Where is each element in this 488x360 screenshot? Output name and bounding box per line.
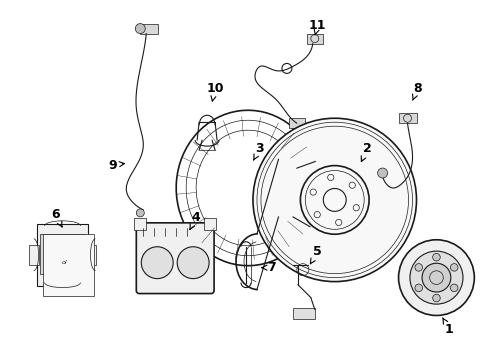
- Circle shape: [177, 247, 209, 279]
- Bar: [292, 307, 314, 319]
- Text: 6: 6: [51, 208, 62, 227]
- Circle shape: [421, 263, 450, 292]
- Text: 11: 11: [308, 19, 326, 35]
- Bar: [40, 234, 85, 274]
- Text: 7: 7: [261, 261, 276, 274]
- Bar: [42, 234, 94, 296]
- Circle shape: [449, 264, 457, 271]
- Bar: [140, 24, 158, 33]
- Circle shape: [409, 251, 462, 304]
- Bar: [134, 218, 146, 230]
- Bar: [203, 218, 216, 230]
- Text: 5: 5: [310, 245, 322, 264]
- Circle shape: [135, 24, 145, 33]
- Text: 9: 9: [108, 158, 124, 172]
- Circle shape: [377, 168, 387, 178]
- Circle shape: [252, 118, 416, 282]
- FancyBboxPatch shape: [136, 223, 214, 293]
- Text: 10: 10: [206, 82, 224, 101]
- Text: ol: ol: [61, 260, 67, 265]
- Circle shape: [141, 247, 173, 279]
- Circle shape: [414, 284, 422, 292]
- Circle shape: [432, 253, 439, 261]
- Bar: [306, 33, 322, 44]
- Circle shape: [432, 294, 439, 302]
- Circle shape: [136, 209, 144, 217]
- Bar: [29, 245, 39, 265]
- Text: 1: 1: [442, 318, 453, 336]
- Text: 2: 2: [361, 141, 371, 161]
- Bar: [398, 113, 416, 123]
- Circle shape: [449, 284, 457, 292]
- Text: 4: 4: [189, 211, 200, 230]
- Circle shape: [398, 240, 473, 315]
- Circle shape: [414, 264, 422, 271]
- Text: 3: 3: [253, 141, 264, 160]
- Bar: [288, 118, 304, 128]
- Bar: [86, 245, 96, 265]
- Text: 8: 8: [412, 82, 421, 100]
- Bar: [37, 224, 88, 285]
